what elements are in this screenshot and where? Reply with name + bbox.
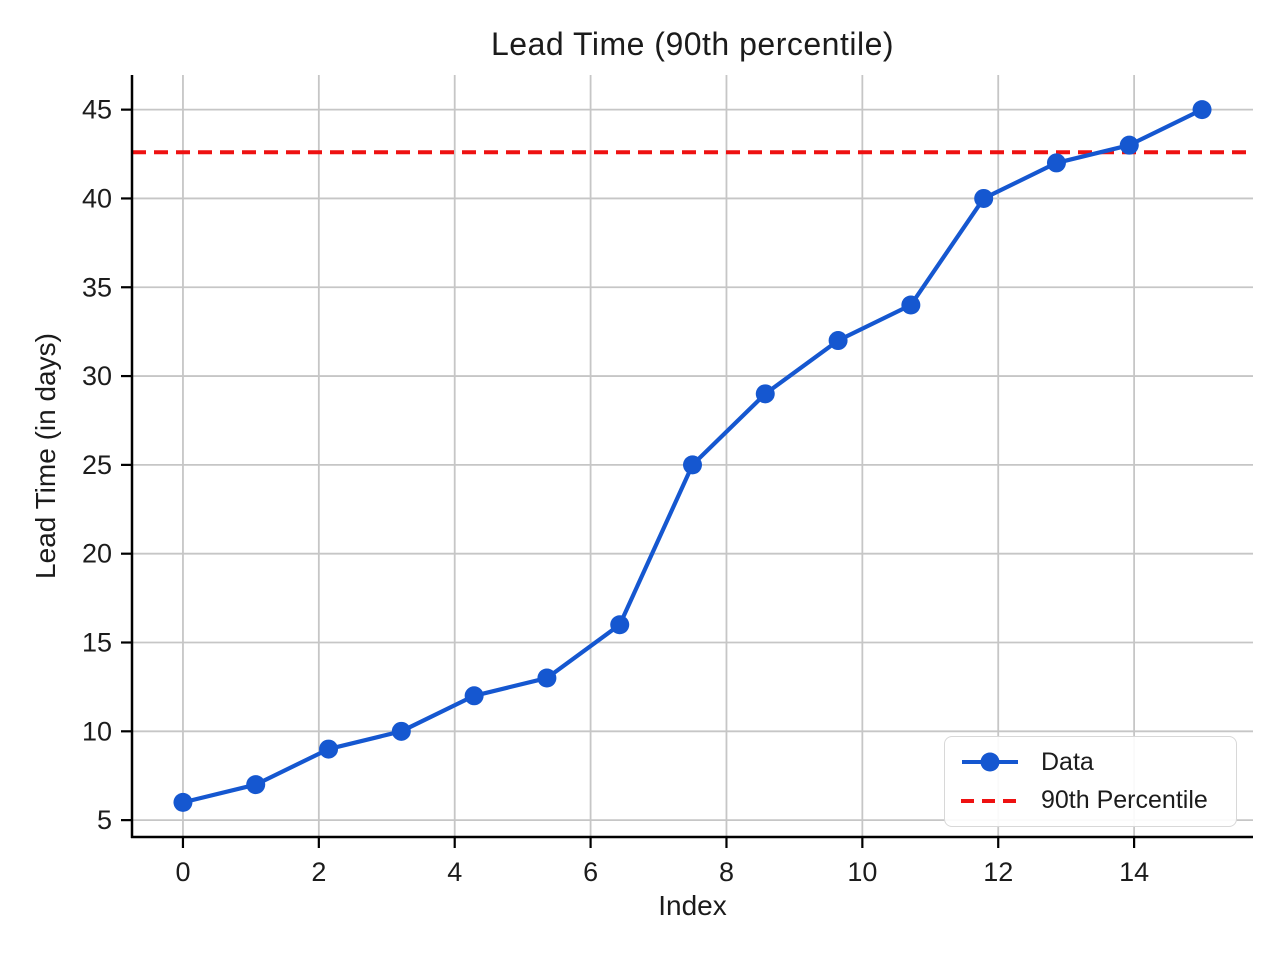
legend-label-percentile: 90th Percentile: [1041, 786, 1208, 815]
svg-text:40: 40: [82, 183, 112, 213]
svg-text:15: 15: [82, 628, 112, 658]
data-series-sample-icon: [962, 752, 1018, 772]
svg-text:12: 12: [983, 857, 1013, 887]
svg-text:2: 2: [311, 857, 326, 887]
x-tick-labels: 0 2 4 6 8 10 12 14: [175, 857, 1149, 887]
svg-text:6: 6: [583, 857, 598, 887]
percentile-dashed-sample-icon: [961, 798, 1019, 803]
svg-text:35: 35: [82, 272, 112, 302]
x-axis-label: Index: [658, 890, 727, 921]
data-line-series: [173, 100, 1212, 812]
svg-text:14: 14: [1119, 857, 1149, 887]
svg-text:25: 25: [82, 450, 112, 480]
svg-text:0: 0: [175, 857, 190, 887]
svg-text:30: 30: [82, 361, 112, 391]
svg-text:4: 4: [447, 857, 462, 887]
chart-title: Lead Time (90th percentile): [490, 26, 895, 62]
svg-text:5: 5: [97, 805, 112, 835]
legend: Data 90th Percentile: [944, 736, 1237, 827]
svg-text:10: 10: [847, 857, 877, 887]
legend-item-percentile: 90th Percentile: [959, 786, 1222, 816]
legend-item-data: Data: [959, 747, 1222, 777]
axis-tick-marks: [121, 108, 1136, 848]
svg-text:20: 20: [82, 539, 112, 569]
svg-text:45: 45: [82, 95, 112, 125]
legend-label-data: Data: [1041, 747, 1094, 776]
y-axis-label: Lead Time (in days): [30, 333, 61, 579]
y-tick-labels: 5 10 15 20 25 30 35 40 45: [82, 95, 112, 835]
svg-text:8: 8: [719, 857, 734, 887]
svg-text:10: 10: [82, 716, 112, 746]
